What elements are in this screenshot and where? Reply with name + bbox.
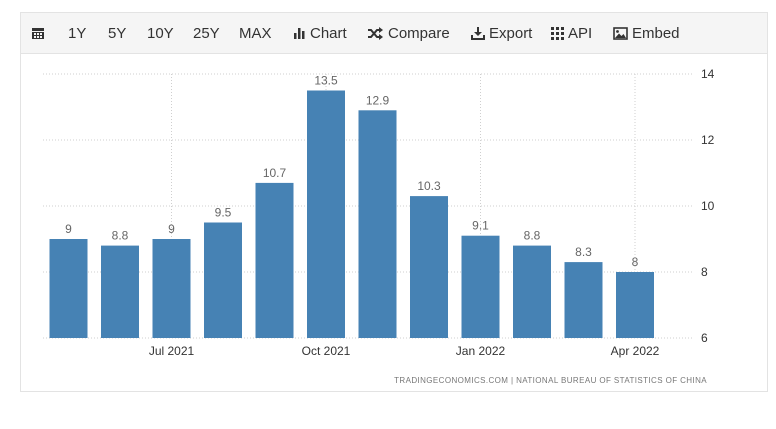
grid-icon [551,26,564,40]
chart-toolbar: 1Y 5Y 10Y 25Y MAX Chart Compare Export API Embed [21,13,767,54]
calendar-icon [31,26,45,40]
compare-button[interactable]: Compare [367,13,450,53]
embed-label: Embed [632,24,680,42]
embed-button[interactable]: Embed [613,13,680,53]
range-1y-label: 1Y [68,24,87,42]
shuffle-icon [367,26,384,40]
y-tick-label: 14 [701,67,715,81]
range-max-label: MAX [239,24,272,42]
chart-widget: 1Y 5Y 10Y 25Y MAX Chart Compare Export API Embed … [20,12,768,392]
bar-nov-2021[interactable] [358,110,397,338]
range-10y-label: 10Y [147,24,174,42]
x-tick-label: Jul 2021 [149,344,195,358]
bar-aug-2021[interactable] [204,222,242,339]
range-1y-button[interactable]: 1Y [68,13,86,53]
chart-button[interactable]: Chart [293,13,347,53]
download-icon [471,26,485,40]
data-label: 9 [65,222,72,236]
bar-chart: 6 8 10 12 14 9 8.8 9 9.5 10.7 13.5 12.9 10.3 9.1 8.8 8.… [43,67,715,385]
bar-jan-2022[interactable] [461,235,500,338]
bar-dec-2021[interactable] [410,196,448,338]
data-label: 8.8 [524,229,541,243]
bar-apr-2022[interactable] [616,272,654,338]
bar-sep-2021[interactable] [255,182,294,338]
api-label: API [568,24,593,42]
compare-label: Compare [388,24,450,42]
source-credit: TRADINGECONOMICS.COM | NATIONAL BUREAU O… [394,376,707,385]
x-tick-label: Oct 2021 [302,344,351,358]
y-tick-label: 10 [701,199,715,213]
range-max-button[interactable]: MAX [239,13,272,53]
data-label: 9 [168,222,175,236]
data-label: 8 [632,255,639,269]
bar-mar-2022[interactable] [564,262,603,338]
data-label: 12.9 [366,93,390,107]
y-tick-label: 12 [701,133,715,147]
calendar-button[interactable] [31,13,45,53]
range-5y-button[interactable]: 5Y [108,13,126,53]
chart-label: Chart [310,24,347,42]
x-tick-label: Jan 2022 [456,344,506,358]
data-label: 8.3 [575,245,592,259]
image-icon [613,26,628,40]
export-button[interactable]: Export [471,13,532,53]
bar-chart-icon [293,27,306,40]
data-label: 8.8 [112,229,129,243]
data-label: 13.5 [314,74,338,88]
bar-jul-2021[interactable] [152,239,191,338]
range-25y-button[interactable]: 25Y [193,13,220,53]
export-label: Export [489,24,533,42]
data-label: 9.1 [472,219,489,233]
range-5y-label: 5Y [108,24,127,42]
data-label: 10.7 [263,166,287,180]
bar-feb-2022[interactable] [513,245,551,338]
x-tick-label: Apr 2022 [611,344,660,358]
y-tick-label: 6 [701,331,708,345]
range-10y-button[interactable]: 10Y [147,13,174,53]
bar-jun-2021[interactable] [101,245,139,338]
api-button[interactable]: API [551,13,592,53]
bar-oct-2021[interactable] [307,90,345,339]
data-label: 10.3 [417,179,441,193]
y-tick-label: 8 [701,265,708,279]
range-25y-label: 25Y [193,24,220,42]
bar-may-2021[interactable] [49,239,88,338]
data-label: 9.5 [215,206,232,220]
